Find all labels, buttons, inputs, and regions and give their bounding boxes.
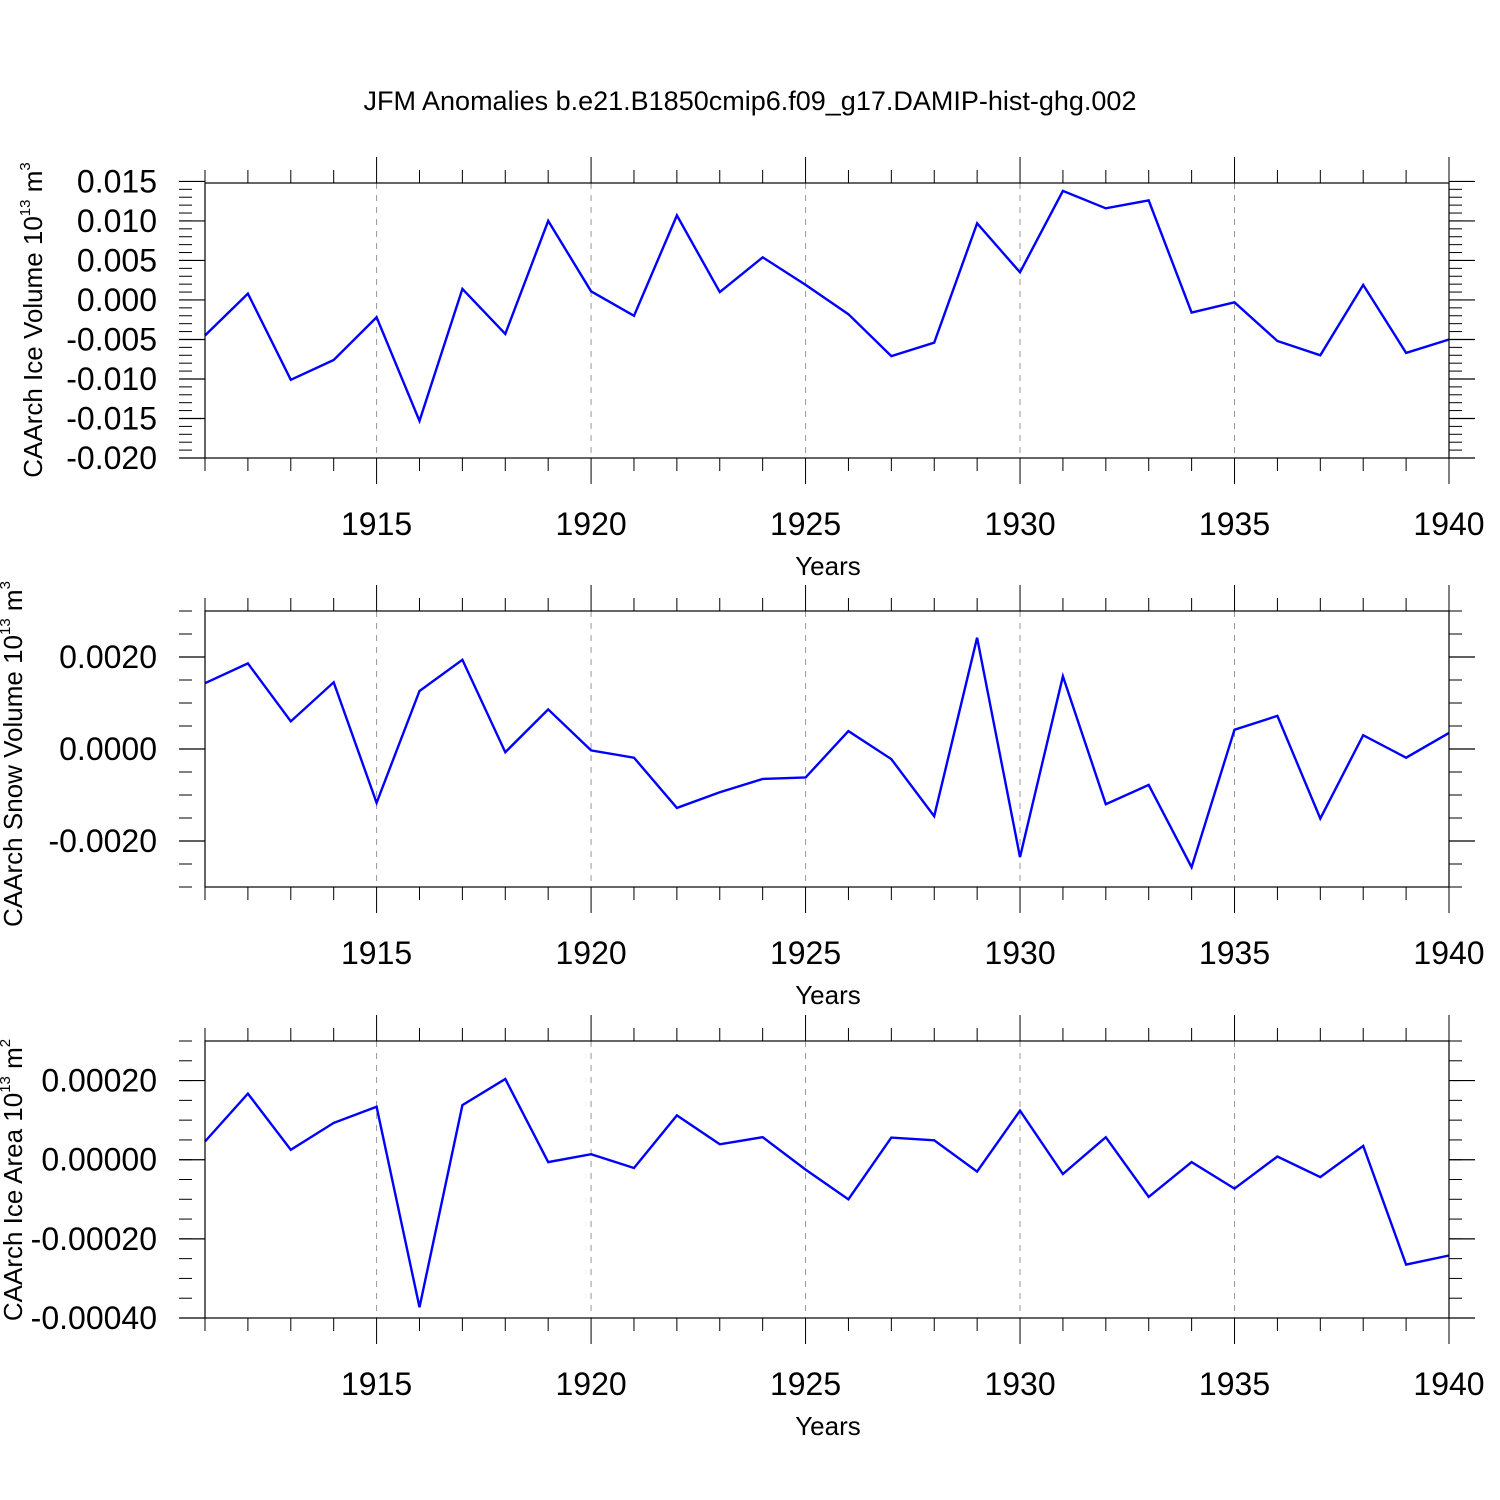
x-tick-label: 1915	[341, 935, 412, 971]
x-axis-label: Years	[795, 1411, 861, 1441]
panel-ice-area: 1915 1920 1925 1930 1935 1940 0.00020 0.00000 -0…	[0, 1015, 1485, 1441]
x-tick-label: 1925	[770, 1366, 841, 1402]
x-tick-label: 1930	[984, 506, 1055, 542]
plot-frame	[204, 610, 1450, 888]
x-axis-label: Years	[795, 551, 861, 581]
y-tick-label: 0.0000	[59, 731, 157, 767]
y-tick-label: 0.010	[77, 203, 157, 239]
x-tick-label: 1935	[1199, 935, 1270, 971]
y-tick-label: -0.005	[66, 321, 157, 357]
x-tick-label: 1935	[1199, 1366, 1270, 1402]
x-tick-label: 1930	[984, 1366, 1055, 1402]
y-tick-label: -0.015	[66, 400, 157, 436]
panel-snow-volume: 1915 1920 1925 1930 1935 1940 0.0020 0.0000 -0.0…	[0, 581, 1485, 1010]
x-tick-label: 1920	[555, 935, 626, 971]
y-tick-label: 0.015	[77, 163, 157, 199]
series-line	[204, 637, 1450, 871]
x-tick-label: 1915	[341, 1366, 412, 1402]
y-tick-label: 0.0020	[59, 639, 157, 675]
plot-frame	[204, 182, 1450, 459]
y-tick-label: -0.00020	[31, 1221, 157, 1257]
chart-title: JFM Anomalies b.e21.B1850cmip6.f09_g17.D…	[364, 86, 1137, 116]
y-axis-label: CAArch Ice Volume 1013 m3	[17, 162, 48, 478]
x-tick-label: 1925	[770, 935, 841, 971]
series-line	[204, 189, 1450, 425]
x-axis-label: Years	[795, 980, 861, 1010]
y-tick-label: -0.00040	[31, 1300, 157, 1336]
y-tick-label: -0.0020	[48, 823, 157, 859]
x-tick-label: 1940	[1413, 1366, 1484, 1402]
series-line	[204, 1077, 1450, 1308]
x-tick-label: 1920	[555, 506, 626, 542]
y-tick-label: 0.00000	[41, 1142, 157, 1178]
y-tick-label: 0.000	[77, 282, 157, 318]
y-tick-label: -0.020	[66, 440, 157, 476]
x-tick-label: 1925	[770, 506, 841, 542]
x-tick-label: 1920	[555, 1366, 626, 1402]
x-tick-label: 1940	[1413, 506, 1484, 542]
y-tick-label: 0.005	[77, 242, 157, 278]
y-tick-label: 0.00020	[41, 1063, 157, 1099]
x-tick-label: 1930	[984, 935, 1055, 971]
x-tick-label: 1915	[341, 506, 412, 542]
x-tick-label: 1935	[1199, 506, 1270, 542]
y-tick-label: -0.010	[66, 361, 157, 397]
x-tick-label: 1940	[1413, 935, 1484, 971]
y-axis-label: CAArch Snow Volume 1013 m3	[0, 581, 28, 927]
y-axis-label: CAArch Ice Area 1013 m2	[0, 1039, 28, 1321]
